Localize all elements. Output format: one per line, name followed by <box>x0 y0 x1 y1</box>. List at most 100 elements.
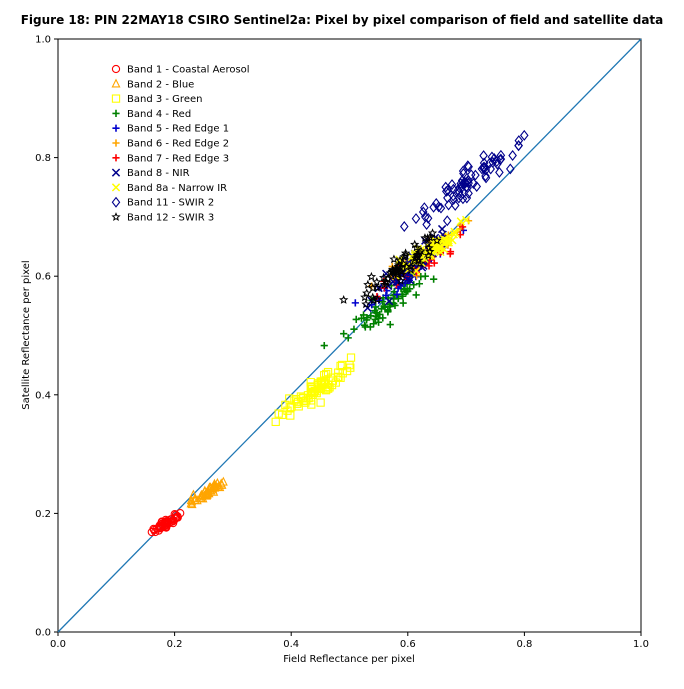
data-point <box>423 212 433 224</box>
legend-item-2: Band 3 - Green <box>111 94 202 105</box>
data-point <box>323 367 333 377</box>
data-point <box>486 163 496 175</box>
data-point <box>400 248 411 258</box>
data-point <box>192 495 202 505</box>
data-point <box>340 330 348 338</box>
data-point <box>458 223 467 231</box>
data-point <box>411 213 421 225</box>
data-point <box>406 285 414 293</box>
data-point <box>415 280 423 288</box>
data-point <box>448 190 458 202</box>
data-point <box>361 321 369 329</box>
data-point <box>519 129 529 141</box>
data-point <box>377 305 386 313</box>
data-point <box>492 158 502 170</box>
x-tick-label: 0.4 <box>283 639 299 650</box>
data-point <box>418 206 428 218</box>
data-point <box>379 314 387 322</box>
data-point <box>416 246 426 256</box>
data-point <box>361 299 371 309</box>
plot-area: 0.0 0.2 0.4 0.6 0.8 1.0 0.0 0.2 0.4 0.6 0.8 1.0 <box>35 35 649 651</box>
data-point <box>399 299 407 307</box>
data-point <box>173 513 182 522</box>
series-9 <box>399 129 529 233</box>
data-point <box>334 372 343 382</box>
data-point <box>366 271 377 281</box>
data-point <box>422 249 432 258</box>
data-point <box>283 406 292 415</box>
data-point <box>427 228 438 238</box>
chart-title: Figure 18: PIN 22MAY18 CSIRO Sentinel2a:… <box>21 13 664 27</box>
legend-item-3: Band 4 - Red <box>112 109 191 120</box>
data-point <box>176 509 185 518</box>
legend-marker <box>111 78 121 88</box>
data-point <box>436 202 446 214</box>
data-point <box>439 245 449 254</box>
data-point <box>455 182 464 194</box>
y-tick-label: 0.6 <box>35 272 51 283</box>
data-point <box>339 295 349 304</box>
legend-marker <box>112 139 120 147</box>
legend-marker <box>112 124 120 132</box>
data-point <box>321 376 330 385</box>
data-point <box>208 484 218 494</box>
data-point <box>316 398 325 407</box>
data-point <box>202 489 212 499</box>
legend-label: Band 4 - Red <box>127 109 191 120</box>
data-point <box>430 259 438 267</box>
data-point <box>446 248 455 256</box>
data-point <box>420 233 430 243</box>
data-point <box>362 316 371 324</box>
data-point <box>479 150 488 162</box>
data-point <box>432 235 442 245</box>
data-point <box>450 199 460 211</box>
data-point <box>351 299 359 307</box>
data-point <box>456 217 465 226</box>
data-point <box>506 163 515 175</box>
data-point <box>285 394 294 403</box>
data-point <box>370 320 378 328</box>
data-point <box>423 250 433 260</box>
data-point <box>462 192 472 204</box>
x-tick-label: 0.2 <box>167 639 183 650</box>
y-axis-label: Satellite Reflectance per pixel <box>21 260 32 409</box>
x-tick-label: 0.8 <box>516 639 532 650</box>
data-point <box>391 301 399 310</box>
data-point <box>479 157 489 169</box>
data-point <box>412 252 423 262</box>
data-point <box>372 312 380 321</box>
data-point <box>386 320 394 329</box>
legend-label: Band 8a - Narrow IR <box>127 183 227 194</box>
data-point <box>444 238 454 247</box>
data-point <box>487 151 497 163</box>
data-point <box>444 199 453 211</box>
data-point <box>346 353 356 362</box>
legend-label: Band 12 - SWIR 3 <box>127 213 214 224</box>
legend-item-9: Band 11 - SWIR 2 <box>111 196 214 209</box>
data-point <box>479 163 489 175</box>
data-point <box>456 190 465 202</box>
data-point <box>389 254 399 264</box>
series-0 <box>147 509 185 537</box>
legend-marker <box>111 64 121 74</box>
data-point <box>350 325 358 333</box>
data-point <box>464 187 473 199</box>
data-point <box>363 279 373 289</box>
data-point <box>157 517 166 526</box>
data-point <box>514 135 524 147</box>
data-point <box>420 202 429 214</box>
legend-item-7: Band 8 - NIR <box>111 168 190 179</box>
legend-item-10: Band 12 - SWIR 3 <box>111 212 214 224</box>
data-point <box>412 291 420 299</box>
data-point <box>171 510 181 520</box>
data-point <box>359 311 368 319</box>
data-point <box>387 264 398 274</box>
data-point <box>430 275 438 283</box>
data-point <box>399 221 409 233</box>
data-point <box>344 334 352 342</box>
data-point <box>384 308 392 316</box>
legend-marker <box>111 183 121 192</box>
data-point <box>463 160 473 172</box>
data-point <box>458 165 468 177</box>
